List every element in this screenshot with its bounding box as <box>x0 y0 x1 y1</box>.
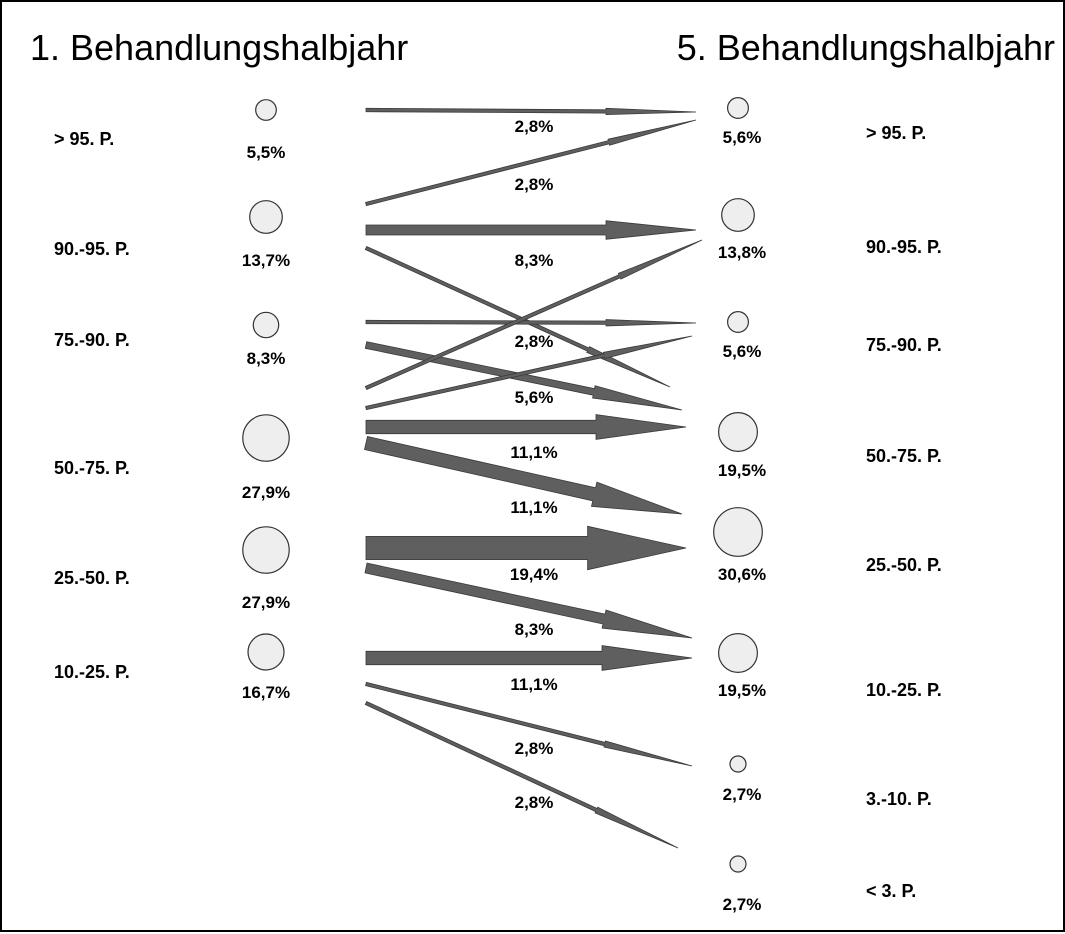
flow-arrow-90-95-p-to-50-75-p <box>364 245 671 388</box>
flow-percent-label: 5,6% <box>515 388 554 407</box>
right-group-label: < 3. P. <box>866 881 916 901</box>
flow-percent-label: 8,3% <box>515 251 554 270</box>
right-group-percent: 2,7% <box>723 785 762 804</box>
right-group-percent: 2,7% <box>723 895 762 914</box>
right-group-circle <box>721 198 755 232</box>
right-title: 5. Behandlungshalbjahr <box>677 27 1055 68</box>
left-group-percent: 27,9% <box>242 483 290 502</box>
left-group-percent: 27,9% <box>242 593 290 612</box>
left-group-label: 10.-25. P. <box>54 662 130 682</box>
flow-arrow-25-50-p-to-10-25-p <box>364 562 693 639</box>
flow-arrow-50-75-p-to-90-95-p <box>364 239 703 391</box>
flow-percent-label: 2,8% <box>515 332 554 351</box>
right-group-label: 90.-95. P. <box>866 237 942 257</box>
flow-percent-label: 19,4% <box>510 565 558 584</box>
right-group-percent: 30,6% <box>718 565 766 584</box>
flow-arrow-90-95-p-to-95-p <box>365 119 697 207</box>
right-group-label: 3.-10. P. <box>866 789 932 809</box>
right-group-circle <box>717 412 758 453</box>
right-group-percent: 5,6% <box>723 342 762 361</box>
left-group-label: > 95. P. <box>54 129 114 149</box>
left-group-percent: 13,7% <box>242 251 290 270</box>
left-group-circle <box>249 200 283 234</box>
flow-arrow-75-90-p-to-50-75-p <box>364 341 683 411</box>
right-group-circle <box>729 855 747 873</box>
left-group-circle <box>255 99 277 121</box>
right-group-label: 75.-90. P. <box>866 335 942 355</box>
flow-percent-label: 2,8% <box>515 117 554 136</box>
flow-arrows <box>364 107 703 849</box>
right-group-circle <box>726 96 749 119</box>
flow-arrow-50-75-p-to-75-90-p <box>365 335 693 411</box>
left-group-label: 90.-95. P. <box>54 239 130 259</box>
right-group-circle <box>726 311 749 334</box>
right-group-circle <box>713 507 763 557</box>
right-group-label: > 95. P. <box>866 123 926 143</box>
flow-percent-label: 2,8% <box>515 739 554 758</box>
left-group-label: 75.-90. P. <box>54 330 130 350</box>
right-group-circle <box>717 632 758 673</box>
right-group-label: 50.-75. P. <box>866 446 942 466</box>
left-title: 1. Behandlungshalbjahr <box>30 27 408 68</box>
flow-arrow-90-95-p-to-90-95-p <box>365 220 697 240</box>
group-nodes: 2,8% 2,8% 8,3% 2,8% 5,6% 11,1% 11,1% 19,4% 8,3% 1… <box>54 96 942 914</box>
flow-arrow-25-50-p-to-25-50-p <box>365 525 687 571</box>
left-group-label: 50.-75. P. <box>54 458 130 478</box>
right-group-label: 10.-25. P. <box>866 680 942 700</box>
flow-arrow-95-p-to-95-p <box>365 107 697 116</box>
flow-percent-label: 11,1% <box>510 498 557 517</box>
flow-arrow-50-75-p-to-25-50-p <box>364 436 683 515</box>
right-group-percent: 5,6% <box>723 128 762 147</box>
flow-arrow-50-75-p-to-50-75-p <box>365 414 687 440</box>
left-group-percent: 8,3% <box>247 349 286 368</box>
flow-percent-label: 8,3% <box>515 620 554 639</box>
flow-arrow-10-25-p-to-3-p <box>364 700 679 849</box>
flow-arrow-10-25-p-to-3-10-p <box>365 681 693 767</box>
left-group-circle <box>252 311 280 339</box>
right-group-percent: 19,5% <box>718 461 766 480</box>
right-group-percent: 13,8% <box>718 243 766 262</box>
flow-percent-label: 2,8% <box>515 793 554 812</box>
left-group-circle <box>247 633 285 671</box>
left-group-label: 25.-50. P. <box>54 568 130 588</box>
right-group-label: 25.-50. P. <box>866 555 942 575</box>
flow-arrow-75-90-p-to-75-90-p <box>365 319 697 327</box>
right-group-circle <box>729 755 747 773</box>
left-group-percent: 5,5% <box>247 143 286 162</box>
right-group-percent: 19,5% <box>718 681 766 700</box>
flow-percent-label: 2,8% <box>515 175 554 194</box>
left-group-circle <box>242 414 290 462</box>
flow-arrow-10-25-p-to-10-25-p <box>365 645 693 671</box>
flow-percent-label: 11,1% <box>510 443 557 462</box>
left-group-circle <box>242 526 290 574</box>
flow-percent-label: 11,1% <box>510 675 557 694</box>
left-group-percent: 16,7% <box>242 683 290 702</box>
